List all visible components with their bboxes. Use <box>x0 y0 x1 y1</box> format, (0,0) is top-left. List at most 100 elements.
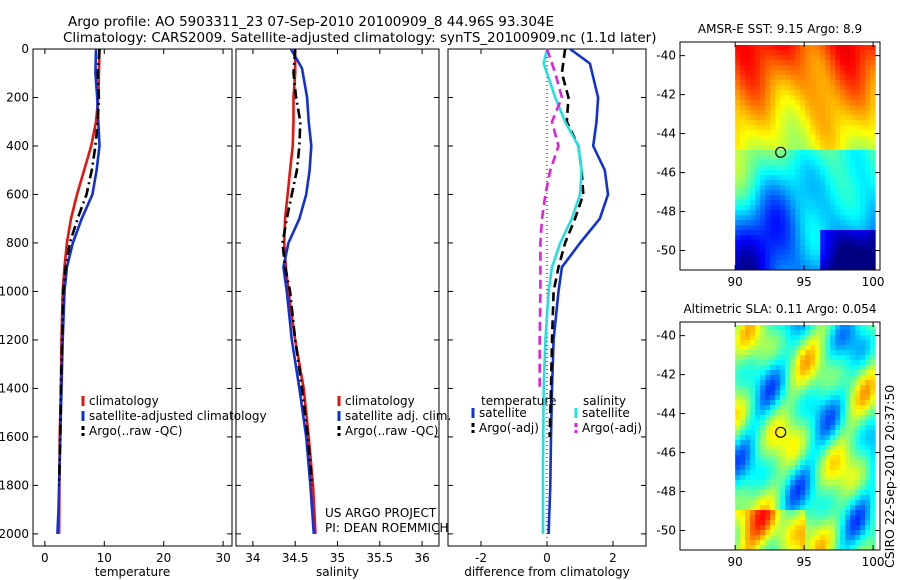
sst_map-cell <box>785 120 791 126</box>
sst_map-cell <box>765 100 771 106</box>
sla_map-cell <box>850 450 856 456</box>
sst_map-cell <box>760 210 766 216</box>
sla_map-cell <box>835 425 841 431</box>
sla_map-cell <box>790 525 796 531</box>
sst_map-cell <box>865 105 871 111</box>
sla_map-cell <box>740 500 746 506</box>
sst_map-cell <box>765 255 771 261</box>
sst_map-cell <box>825 110 831 116</box>
sla_map-cell <box>775 370 781 376</box>
sla_map-cell <box>815 500 821 506</box>
sla_map-cell <box>755 470 761 476</box>
sla_map-cell <box>800 370 806 376</box>
sla_map-cell <box>820 425 826 431</box>
sst_map-cell <box>790 70 796 76</box>
sla_map-cell <box>870 470 876 476</box>
sst_map-cell <box>835 125 841 131</box>
sla_map-cell <box>780 495 786 501</box>
sla_map-cell <box>755 415 761 421</box>
sst_map-cell <box>870 75 876 81</box>
sst_map-cell <box>830 135 836 141</box>
sst_map-cell <box>820 105 826 111</box>
sla_map-cell <box>745 440 751 446</box>
sst_map-cell <box>735 45 741 51</box>
sst_map-cell <box>760 225 766 231</box>
sst_map-cell <box>795 50 801 56</box>
sst_map-cell <box>785 150 791 156</box>
sla_map-ytick-label: -46 <box>656 446 676 460</box>
sst_map-cell <box>860 155 866 161</box>
sla_map-cell <box>795 540 801 546</box>
sla_map-cell <box>790 395 796 401</box>
sst_map-cell <box>775 130 781 136</box>
sst_map-cell <box>735 240 741 246</box>
sst_map-cell <box>800 115 806 121</box>
sst_map-cell <box>870 175 876 181</box>
sst_map-cell <box>745 175 751 181</box>
sla_map-cell <box>865 540 871 546</box>
salinity-xtick-label: 34.5 <box>282 551 309 565</box>
sla_map-cell <box>865 445 871 451</box>
sst_map-cell <box>830 145 836 151</box>
sla_map-cell <box>830 380 836 386</box>
sla_map-cell <box>745 330 751 336</box>
temperature-xtick-label: 30 <box>215 551 230 565</box>
sla_map-cell <box>830 470 836 476</box>
sla_map-cell <box>815 450 821 456</box>
sla_map-cell <box>765 475 771 481</box>
sla_map-cell <box>795 510 801 516</box>
sst_map-cell <box>740 245 746 251</box>
sst_map-cell <box>735 215 741 221</box>
sst_map-cell <box>840 220 846 226</box>
sst_map-cell <box>755 130 761 136</box>
sst_map-cell <box>750 145 756 151</box>
sla_map-cell <box>835 440 841 446</box>
sla_map-cell <box>775 485 781 491</box>
sst_map-cell <box>815 265 821 271</box>
sst_map-cell <box>740 105 746 111</box>
sla_map-cell <box>810 455 816 461</box>
sst_map-cell <box>760 265 766 271</box>
sst_map-cell <box>765 120 771 126</box>
sst_map-cell <box>800 215 806 221</box>
sla_map-cell <box>850 365 856 371</box>
salinity-axes-frame <box>235 48 440 547</box>
sst_map-cell <box>795 140 801 146</box>
sst_map-cell <box>845 70 851 76</box>
sla_map-cell <box>850 420 856 426</box>
sst_map-cell <box>775 65 781 71</box>
sst_map-cell <box>840 110 846 116</box>
sst_map-cell <box>815 250 821 256</box>
temperature-xtick-label: 0 <box>41 551 49 565</box>
sla_map-cell <box>840 490 846 496</box>
sla_map-cell <box>750 440 756 446</box>
sla_map-cell <box>865 505 871 511</box>
sst_map-cell <box>830 255 836 261</box>
sst_map-cell <box>800 200 806 206</box>
sla_map-cell <box>790 385 796 391</box>
sst_map-cell <box>775 135 781 141</box>
sst_map-cell <box>860 80 866 86</box>
sla_map-cell <box>790 330 796 336</box>
sst_map-cell <box>835 60 841 66</box>
sla_map-cell <box>830 410 836 416</box>
sla_map-cell <box>790 545 796 551</box>
sla_map-cell <box>760 375 766 381</box>
sla_map-cell <box>785 510 791 516</box>
sla_map-cell <box>740 405 746 411</box>
sst_map-cell <box>775 190 781 196</box>
sla_map-cell <box>805 370 811 376</box>
sla_map-cell <box>800 485 806 491</box>
sst_map-cell <box>770 240 776 246</box>
sst_map-cell <box>815 45 821 51</box>
sla_map-cell <box>745 545 751 551</box>
sst_map-cell <box>735 85 741 91</box>
sla_map-cell <box>735 395 741 401</box>
sla_map-cell <box>745 385 751 391</box>
sst_map-cell <box>750 250 756 256</box>
sla_map-cell <box>855 465 861 471</box>
sla_map-cell <box>820 535 826 541</box>
sst_map-cell <box>775 95 781 101</box>
sst_map-cell <box>765 150 771 156</box>
sla_map-cell <box>735 390 741 396</box>
